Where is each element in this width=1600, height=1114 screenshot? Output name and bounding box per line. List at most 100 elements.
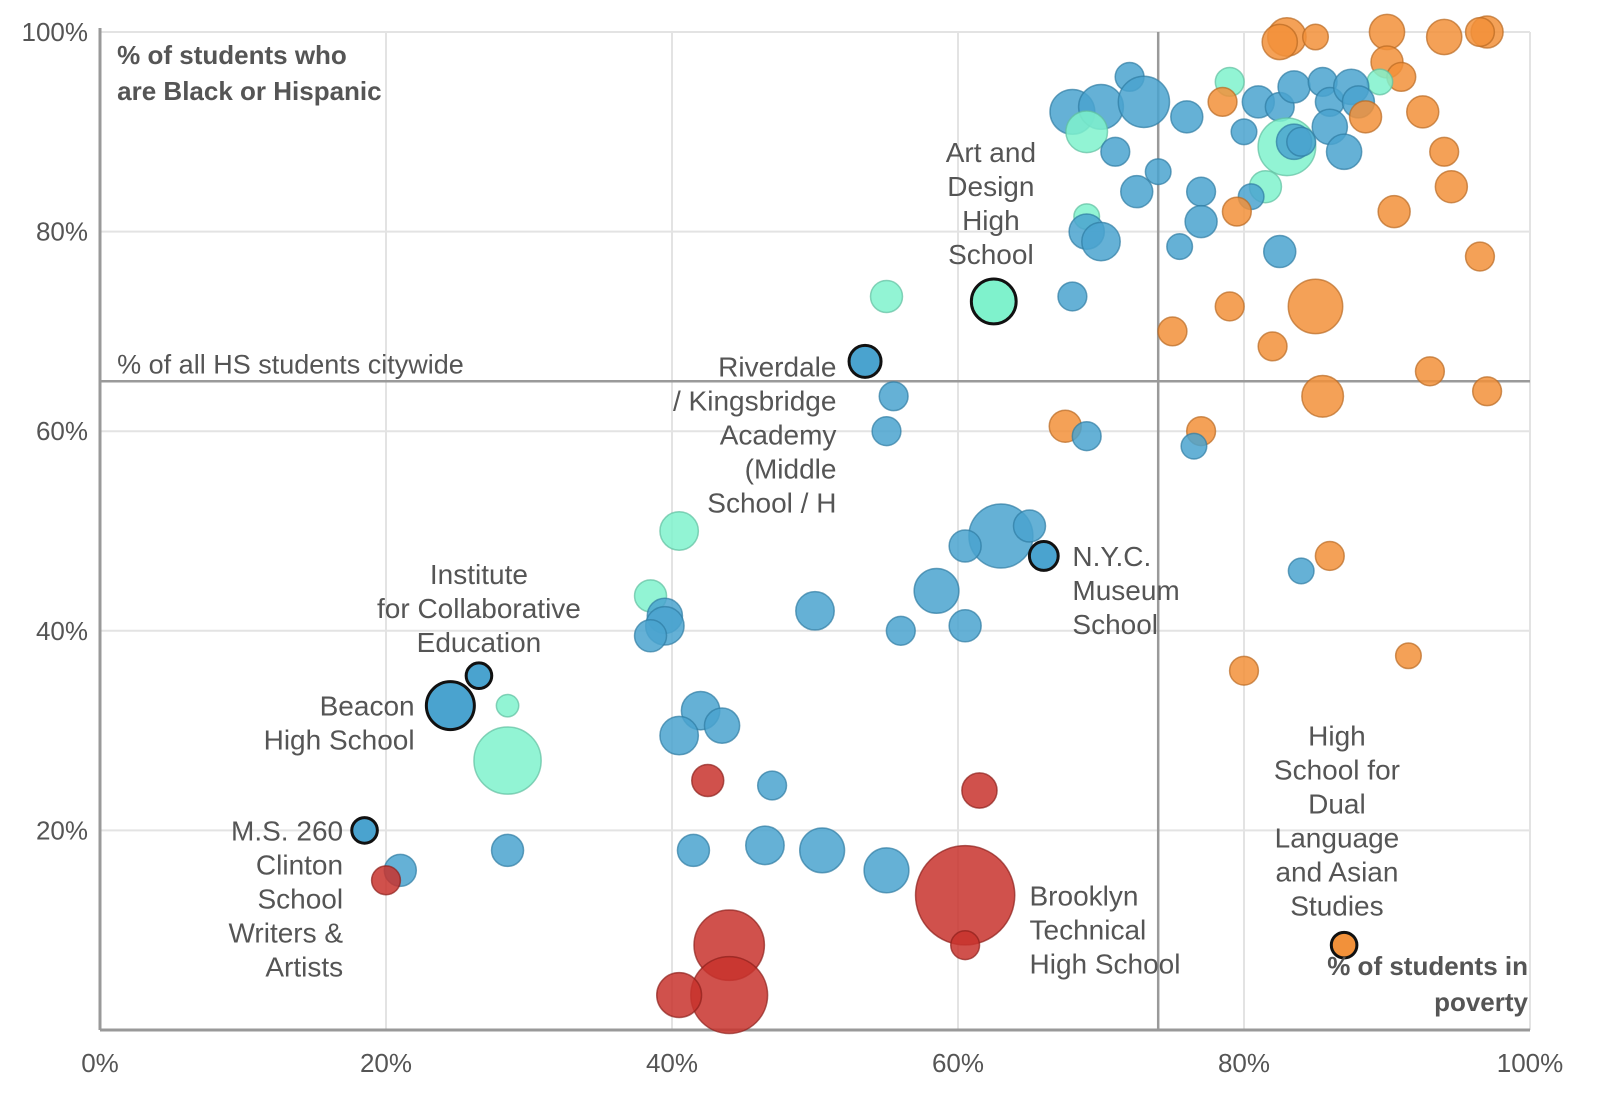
annotation-line: School (948, 239, 1034, 270)
annotation-line: Studies (1290, 891, 1383, 922)
school-point (690, 955, 769, 1035)
school-point (1065, 110, 1109, 154)
annotation-line: High (962, 205, 1020, 236)
school-point (950, 930, 981, 961)
x-tick-label: 0% (81, 1048, 119, 1078)
annotation-line: School for (1274, 755, 1400, 786)
annotation-line: Art and (946, 137, 1036, 168)
annotation-line: and Asian (1275, 857, 1398, 888)
school-point (1221, 196, 1252, 227)
school-point (1377, 194, 1411, 229)
school-point (869, 279, 904, 314)
annotation-line: High School (264, 725, 415, 756)
school-point (703, 707, 741, 744)
school-point (1394, 642, 1422, 670)
school-point (1180, 432, 1208, 460)
school-point (1157, 316, 1188, 347)
y-tick-label: 60% (36, 416, 88, 446)
annotation-line: Beacon (320, 691, 415, 722)
school-point (1117, 75, 1171, 129)
annotation-line: Design (947, 171, 1034, 202)
school-point (676, 833, 711, 868)
school-point (1464, 241, 1496, 272)
annotation-line: for Collaborative (377, 593, 581, 624)
annotation-line: Dual (1308, 789, 1366, 820)
school-point (1144, 158, 1172, 186)
school-point (1277, 70, 1311, 104)
school-point (1214, 291, 1245, 322)
highlighted-school-point (969, 277, 1018, 326)
school-point (863, 847, 910, 894)
highlighted-school-point (350, 816, 379, 845)
school-point (1301, 23, 1330, 51)
school-point (885, 615, 916, 646)
school-point (1464, 16, 1496, 48)
x-tick-label: 20% (360, 1048, 412, 1078)
school-point (1071, 421, 1102, 452)
axes (98, 28, 1530, 1032)
school-point (1185, 176, 1217, 207)
annotation-line: School / H (707, 487, 836, 518)
school-point (745, 825, 785, 866)
citywide-reference-label: % of all HS students citywide (117, 349, 464, 379)
school-point (473, 726, 542, 795)
highlighted-school-point (1027, 540, 1060, 572)
y-axis-title: are Black or Hispanic (117, 76, 381, 106)
annotation-line: (Middle (745, 453, 837, 484)
school-point (1471, 376, 1503, 407)
x-axis-title: % of students in (1327, 951, 1528, 981)
annotation-line: Museum (1072, 575, 1179, 606)
school-point (1184, 204, 1218, 239)
school-point (1012, 509, 1047, 543)
school-point (490, 833, 525, 868)
annotation-line: Artists (265, 951, 343, 982)
x-axis-title: poverty (1434, 987, 1528, 1017)
school-point (1081, 221, 1121, 262)
school-point (1414, 356, 1446, 387)
axis-titles: % of students who are Black or Hispanic % … (117, 40, 1528, 1017)
school-point (1325, 133, 1363, 171)
annotation-line: Academy (720, 419, 837, 450)
school-point (1434, 169, 1469, 204)
school-point (1230, 118, 1258, 146)
school-point (370, 865, 402, 896)
x-tick-label: 60% (932, 1048, 984, 1078)
annotation-line: Clinton (256, 849, 343, 880)
annotation-line: N.Y.C. (1072, 541, 1151, 572)
school-point (871, 416, 902, 447)
y-tick-label: 20% (36, 815, 88, 845)
school-point (659, 511, 700, 551)
school-point (1207, 86, 1238, 118)
school-annotation: Riverdale/ KingsbridgeAcademy(MiddleScho… (673, 351, 836, 518)
annotation-line: / Kingsbridge (673, 385, 836, 416)
y-tick-label: 40% (36, 616, 88, 646)
school-point (961, 772, 998, 809)
school-point (913, 567, 960, 615)
school-point (799, 827, 846, 874)
school-point (948, 529, 982, 563)
school-point (1261, 23, 1299, 61)
school-point (1314, 540, 1345, 572)
school-point (1425, 18, 1463, 56)
school-point (1257, 331, 1288, 362)
school-point (1057, 281, 1088, 312)
school-point (1368, 13, 1406, 51)
annotation-line: School (1072, 609, 1158, 640)
y-tick-label: 80% (36, 217, 88, 247)
school-point (914, 844, 1016, 946)
x-tick-label: 80% (1218, 1048, 1270, 1078)
x-tick-label: 100% (1497, 1048, 1564, 1078)
school-point (659, 715, 700, 756)
school-point (878, 381, 909, 412)
school-point (633, 619, 668, 653)
annotation-line: High School (1030, 948, 1181, 979)
y-tick-label: 100% (22, 17, 89, 47)
school-point (1429, 136, 1460, 167)
annotation-line: School (257, 883, 343, 914)
